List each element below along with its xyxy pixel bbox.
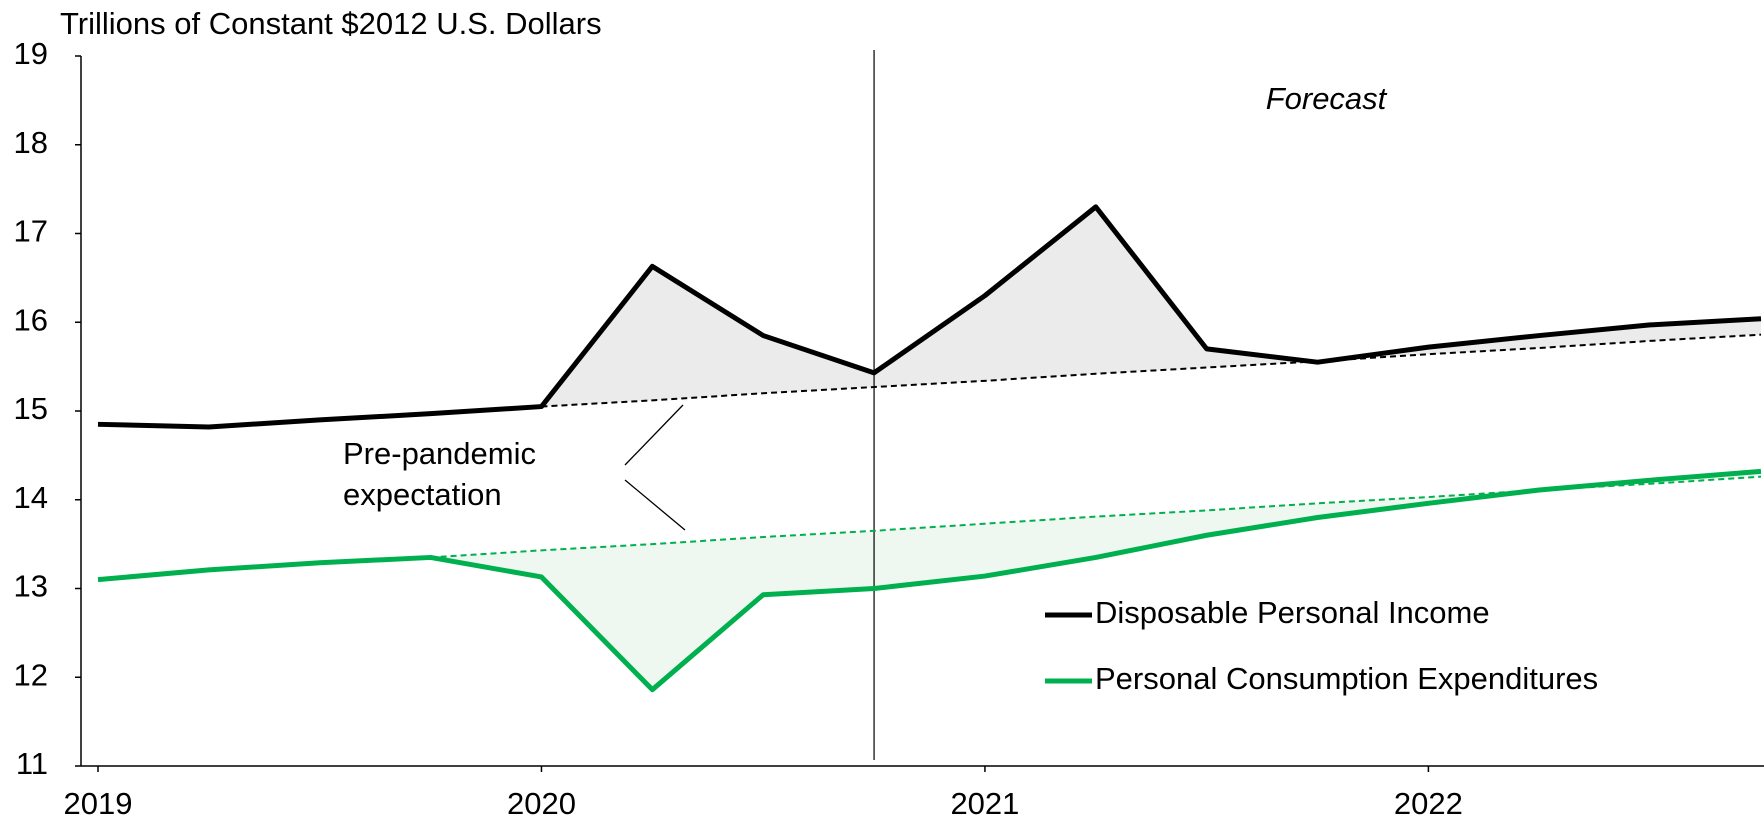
y-tick-label: 14 <box>14 480 48 515</box>
x-tick-label: 2019 <box>64 786 133 821</box>
x-tick-label: 2022 <box>1394 786 1463 821</box>
y-tick-label: 13 <box>14 569 48 604</box>
x-tick-label: 2020 <box>507 786 576 821</box>
legend-label: Personal Consumption Expenditures <box>1095 661 1598 696</box>
series-line <box>97 468 1762 693</box>
y-tick-label: 12 <box>14 657 48 692</box>
gap-area <box>430 471 1762 690</box>
y-tick-label: 15 <box>14 391 48 426</box>
gap-area <box>541 206 1761 407</box>
y-axis-label: Trillions of Constant $2012 U.S. Dollars <box>60 6 602 41</box>
forecast-label: Forecast <box>1266 81 1388 116</box>
x-tick-label: 2021 <box>950 786 1019 821</box>
leader-line <box>624 479 686 531</box>
annotation: Pre-pandemic <box>343 436 536 471</box>
y-tick-label: 18 <box>14 125 48 160</box>
y-tick-label: 16 <box>14 302 48 337</box>
legend-label: Disposable Personal Income <box>1095 595 1490 630</box>
y-tick-label: 19 <box>14 36 48 71</box>
annotation: expectation <box>343 477 502 512</box>
y-tick-label: 17 <box>14 214 48 249</box>
expectation-line <box>541 333 1762 408</box>
leader-line <box>624 404 684 466</box>
y-tick-label: 11 <box>16 746 48 781</box>
series-line <box>97 204 1762 430</box>
